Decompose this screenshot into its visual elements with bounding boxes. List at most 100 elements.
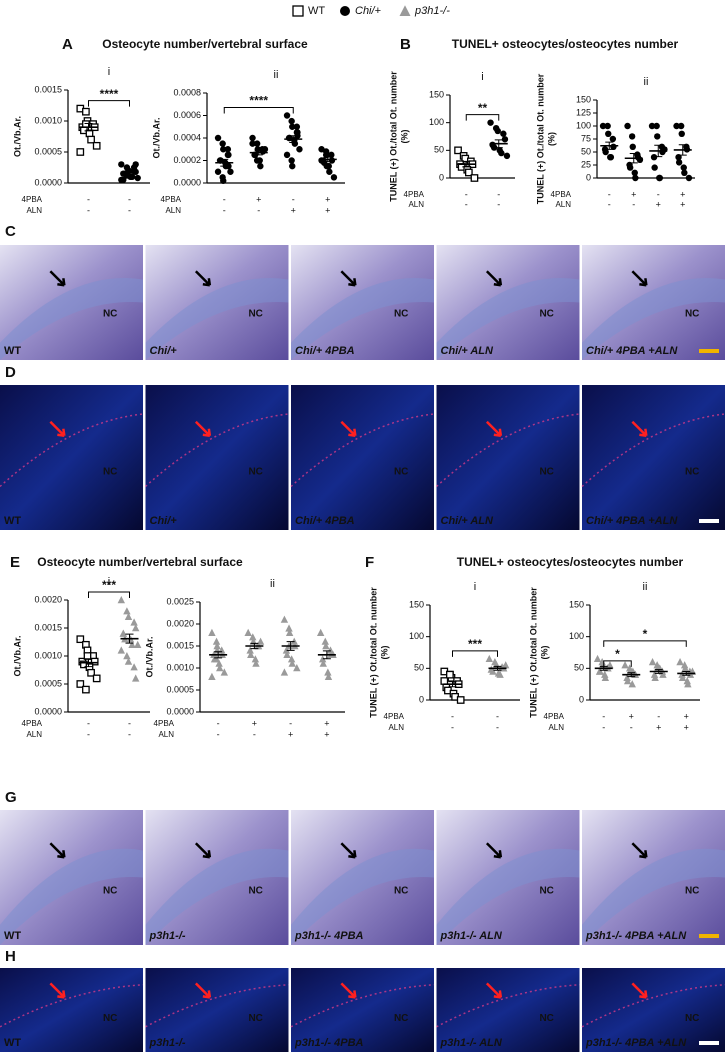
tissue-tag: NC: [103, 886, 117, 897]
point: [650, 154, 658, 161]
point: [90, 657, 99, 666]
error-bar: [214, 651, 223, 659]
y-tick-label: 0.0010: [34, 650, 62, 660]
significance-label: ****: [249, 94, 268, 108]
point: [629, 143, 636, 150]
y-axis-label: (%): [399, 130, 409, 144]
treatment-sign: +: [680, 199, 685, 209]
point: [87, 668, 95, 677]
image-label: Chi/+ 4PBA: [295, 345, 355, 357]
error-bar: [84, 658, 93, 668]
panel-letter: E: [10, 554, 20, 571]
y-tick-label: 0: [439, 172, 444, 182]
point: [496, 670, 504, 678]
treatment-label: ALN: [388, 723, 404, 732]
point: [677, 122, 685, 130]
legend-marker: [399, 5, 411, 16]
arrow: [340, 420, 357, 437]
treatment-sign: -: [451, 711, 454, 721]
tissue-tag: NC: [248, 886, 262, 897]
point: [246, 646, 254, 654]
micrograph: [145, 968, 289, 1052]
treatment-label: ALN: [408, 200, 424, 209]
point: [440, 677, 449, 685]
significance-label: **: [478, 101, 488, 115]
point: [324, 672, 333, 680]
point: [685, 174, 693, 182]
point: [225, 151, 232, 159]
y-tick-label: 100: [429, 117, 444, 127]
error-bar: [286, 641, 295, 651]
y-tick-label: 25: [581, 159, 591, 169]
treatment-label: 4PBA: [544, 712, 565, 721]
point: [134, 640, 142, 648]
treatment-sign: -: [465, 199, 468, 209]
treatment-sign: +: [629, 711, 634, 721]
point: [247, 650, 255, 658]
sublabel: ii: [644, 76, 649, 88]
point: [628, 680, 636, 688]
treatment-sign: +: [324, 718, 329, 728]
y-tick-label: 0.0020: [166, 618, 194, 628]
point: [219, 140, 226, 147]
error-bar: [682, 671, 691, 676]
point: [502, 661, 510, 669]
treatment-sign: -: [496, 722, 499, 732]
point: [681, 664, 689, 672]
point: [606, 661, 614, 669]
arrow: [485, 982, 503, 999]
error-bar: [448, 681, 457, 688]
point: [249, 633, 257, 641]
point: [253, 157, 261, 164]
micrograph: [582, 968, 725, 1052]
significance-bracket: [603, 640, 687, 647]
point: [326, 168, 333, 175]
y-tick-label: 0.0020: [34, 594, 62, 604]
image-label: p3h1-/- ALN: [440, 930, 503, 942]
point: [213, 642, 221, 650]
arrow: [340, 270, 357, 287]
y-axis-label: (%): [546, 132, 556, 146]
error-bar: [323, 156, 332, 163]
treatment-label: 4PBA: [161, 195, 182, 204]
micrograph: [0, 385, 143, 530]
signal-line: [435, 413, 580, 488]
point: [675, 159, 683, 166]
treatment-sign: -: [253, 729, 256, 739]
y-tick-label: 150: [409, 599, 424, 609]
arrow: [49, 420, 66, 437]
treatment-sign: +: [324, 729, 329, 739]
y-tick-label: 0.0000: [34, 177, 62, 187]
treatment-label: ALN: [158, 730, 174, 739]
tissue-tag: NC: [685, 886, 699, 897]
y-axis-label: Ot./Vb.Ar.: [144, 636, 154, 677]
point: [225, 162, 232, 170]
micrograph: [436, 385, 580, 530]
treatment-sign: -: [657, 711, 660, 721]
scale-bar: [699, 349, 719, 353]
point: [82, 107, 90, 116]
treatment-sign: -: [657, 189, 660, 199]
y-tick-label: 0.0000: [166, 706, 194, 716]
point: [294, 132, 301, 139]
tissue-tag: NC: [248, 309, 262, 320]
arrow: [194, 420, 212, 437]
error-bar: [220, 158, 229, 167]
point: [256, 637, 265, 645]
point: [656, 174, 664, 182]
treatment-sign: +: [684, 711, 689, 721]
y-tick-label: 75: [581, 133, 591, 143]
point: [624, 122, 631, 130]
row-letter: D: [5, 364, 16, 381]
point: [454, 146, 462, 155]
error-bar: [254, 149, 263, 156]
panel-letter: A: [62, 36, 73, 53]
point: [134, 174, 141, 182]
point: [288, 659, 296, 667]
treatment-label: ALN: [26, 206, 42, 215]
sublabel: ii: [643, 581, 648, 593]
significance-bracket: [88, 591, 130, 598]
y-tick-label: 0.0000: [34, 706, 62, 716]
y-tick-label: 0.0010: [34, 115, 62, 125]
point: [321, 637, 329, 645]
